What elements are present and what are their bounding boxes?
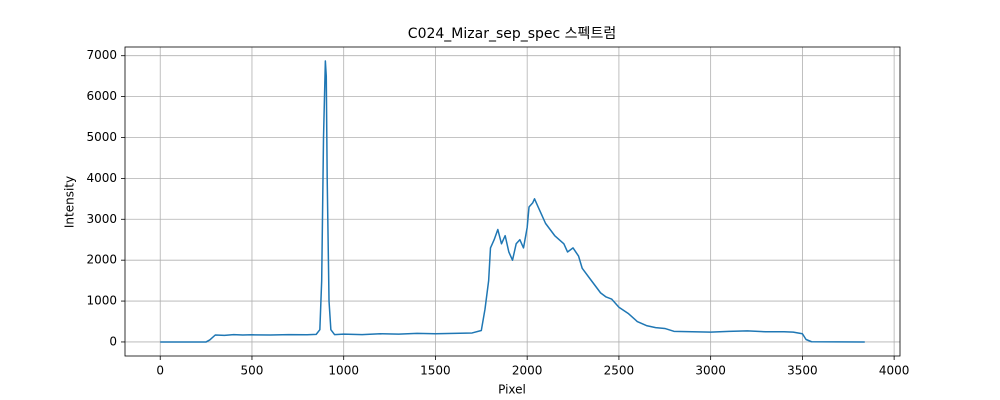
x-tick-label: 2500 [604, 364, 635, 378]
y-tick-label: 4000 [86, 171, 117, 185]
plot-frame [124, 46, 901, 357]
y-tick-label: 5000 [86, 130, 117, 144]
y-axis-label: Intensity [63, 176, 77, 228]
x-tick-label: 1500 [420, 364, 451, 378]
x-tick-label: 0 [156, 364, 164, 378]
x-axis-label: Pixel [498, 383, 526, 397]
data-line [160, 60, 865, 343]
x-tick-label: 2000 [512, 364, 543, 378]
y-tick-label: 0 [109, 334, 117, 348]
y-tick-label: 3000 [86, 212, 117, 226]
x-tick-label: 3500 [787, 364, 818, 378]
y-tick-label: 7000 [86, 48, 117, 62]
x-tick-label: 500 [241, 364, 264, 378]
x-tick-label: 4000 [879, 364, 910, 378]
y-tick-label: 1000 [86, 294, 117, 308]
chart-title: C024_Mizar_sep_spec 스펙트럼 [408, 26, 616, 42]
y-tick-label: 2000 [86, 253, 117, 267]
x-tick-label: 3000 [695, 364, 726, 378]
x-tick-label: 1000 [328, 364, 359, 378]
y-tick-label: 6000 [86, 89, 117, 103]
